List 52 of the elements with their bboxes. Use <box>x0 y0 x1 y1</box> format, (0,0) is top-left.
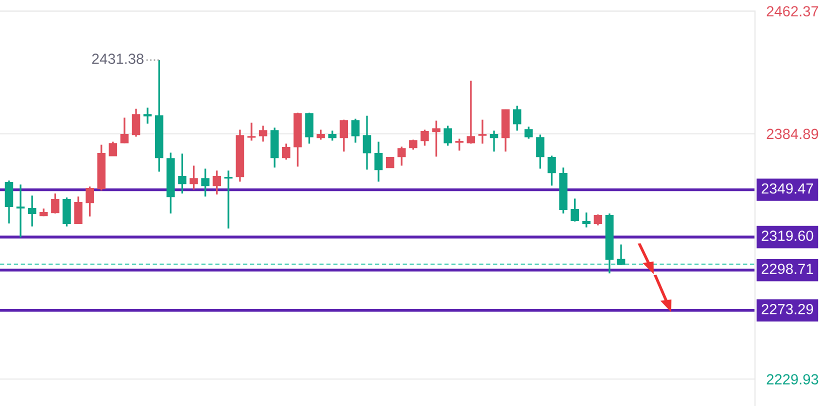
candlestick <box>548 154 556 186</box>
candlestick <box>490 130 498 152</box>
candlestick <box>444 124 452 147</box>
y-tick-label: 2384.89 <box>766 128 818 140</box>
candlestick <box>190 164 198 190</box>
candlestick <box>362 114 372 170</box>
candlestick <box>305 112 314 144</box>
candlestick <box>374 140 383 182</box>
candlestick <box>616 244 626 266</box>
annotation: 2431.38 <box>92 54 144 64</box>
y-tick-label: 2229.93 <box>766 374 818 384</box>
candlestick <box>258 124 268 142</box>
candlestick <box>409 138 418 150</box>
candlestick <box>86 186 94 218</box>
candlestick <box>536 134 544 170</box>
candlestick <box>466 80 476 144</box>
candlestick <box>178 152 186 194</box>
candlestick <box>582 212 591 228</box>
candlestick <box>62 196 71 228</box>
candlestick <box>386 157 394 168</box>
y-tick-label: 2462.37 <box>766 6 818 16</box>
candlestick <box>282 142 290 160</box>
candlestick <box>524 126 533 140</box>
candlestick <box>594 214 602 226</box>
ref-line-label: 2349.47 <box>762 183 814 194</box>
candlestick <box>120 116 129 144</box>
candlestick <box>108 140 118 157</box>
candlestick <box>328 130 336 142</box>
candlestick <box>398 146 406 166</box>
candlestick <box>4 180 14 224</box>
candlestick <box>224 170 233 230</box>
ref-line-label: 2273.29 <box>762 304 814 314</box>
candlestick <box>570 198 579 222</box>
ref-line-label: 2319.60 <box>762 230 814 241</box>
candlestick <box>478 118 487 144</box>
candlestick <box>340 118 348 152</box>
candlestick <box>512 104 522 132</box>
candlestick <box>16 184 25 238</box>
candlestick <box>432 120 440 158</box>
ref-line-label: 2298.71 <box>762 264 814 274</box>
candlestick <box>351 118 360 144</box>
candlestick <box>132 108 140 138</box>
candlestick <box>420 128 429 147</box>
candlestick <box>455 138 464 152</box>
candlestick <box>143 106 152 125</box>
candlestick <box>212 170 222 196</box>
candlestick <box>51 192 60 214</box>
candlestick <box>74 196 82 225</box>
candlestick <box>201 168 210 198</box>
candlestick <box>28 194 36 228</box>
candlestick <box>247 122 256 142</box>
candlestick <box>316 128 325 141</box>
